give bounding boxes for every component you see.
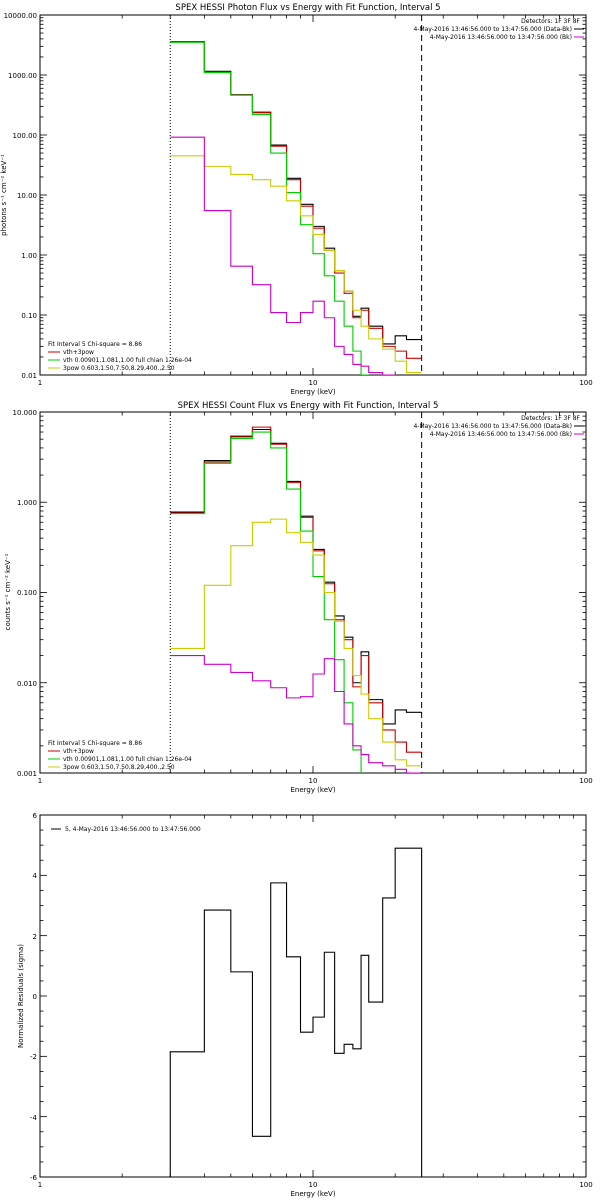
- photon-time-label-bk: 4-May-2016 13:46:56.000 to 13:47:56.000 …: [430, 34, 572, 41]
- photon-series-group: [170, 41, 422, 375]
- photon-y-tick-4: 100.00: [13, 132, 38, 140]
- photon-axis-ticks: [39, 15, 586, 376]
- residuals-y-tick-3: 0: [33, 993, 37, 1001]
- photon-series-2: [170, 41, 370, 375]
- count-plot-frame: [39, 411, 587, 774]
- photon-fit-label-0: Fit Interval 5 Chi-square = 8.86: [48, 341, 142, 348]
- count-detectors-label: Detectors: 1F 3F 8F: [521, 415, 580, 422]
- count-x-tick-0: 1: [38, 777, 42, 785]
- count-reference-lines: [169, 412, 423, 773]
- photon-detectors-label: Detectors: 1F 3F 8F: [521, 18, 580, 25]
- photon-y-tick-0: 0.01: [21, 372, 37, 380]
- residuals-plot-frame: [39, 814, 587, 1178]
- count-y-tick-2: 0.100: [17, 589, 37, 597]
- photon-y-tick-labels: 0.01 0.10 1.00 10.00 100.00 1000.00 1000…: [4, 12, 37, 380]
- photon-y-tick-5: 1000.00: [8, 72, 37, 80]
- count-x-tick-1: 10: [309, 777, 318, 785]
- photon-x-tick-1: 10: [309, 379, 318, 387]
- residuals-panel: -6 -4 -2 0 2 4 6 1 10 100 Energy (keV) N…: [17, 812, 593, 1198]
- photon-y-axis-label: photons s⁻¹ cm⁻² keV⁻¹: [0, 154, 8, 236]
- photon-y-tick-6: 10000.00: [4, 12, 37, 20]
- count-time-label-bk: 4-May-2016 13:46:56.000 to 13:47:56.000 …: [430, 431, 572, 438]
- count-fit-label-0: Fit Interval 5 Chi-square = 8.86: [48, 740, 142, 747]
- residuals-y-tick-4: 2: [33, 933, 37, 941]
- residuals-x-tick-0: 1: [38, 1181, 42, 1189]
- count-fit-label-2: vth 0.00901,1.081,1.00 full chian 1.26e-…: [63, 756, 192, 763]
- photon-time-label-data: 4-May-2016 13:46:56.000 to 13:47:56.000 …: [413, 26, 572, 33]
- residuals-axis-ticks: [39, 814, 586, 1178]
- photon-fit-label-1: vth+3pow: [63, 349, 94, 356]
- photon-x-tick-labels: 1 10 100: [38, 379, 593, 387]
- photon-series-4: [170, 136, 396, 375]
- count-flux-title: SPEX HESSI Count Flux vs Energy with Fit…: [178, 401, 439, 411]
- count-x-tick-labels: 1 10 100: [38, 777, 593, 785]
- photon-x-tick-0: 1: [38, 379, 42, 387]
- residuals-y-tick-6: 6: [33, 812, 38, 820]
- residuals-x-tick-labels: 1 10 100: [38, 1181, 593, 1189]
- photon-series-1: [170, 41, 422, 359]
- count-time-label-data: 4-May-2016 13:46:56.000 to 13:47:56.000 …: [413, 423, 572, 430]
- count-x-tick-2: 100: [579, 777, 592, 785]
- residuals-x-tick-2: 100: [579, 1181, 592, 1189]
- photon-legend-bottom-left: Fit Interval 5 Chi-square = 8.86 vth+3po…: [48, 341, 192, 372]
- photon-y-tick-3: 10.00: [17, 192, 37, 200]
- count-series-group: [170, 426, 422, 773]
- residuals-legend: 5, 4-May-2016 13:46:56.000 to 13:47:56.0…: [51, 826, 201, 833]
- count-legend-bottom-left: Fit Interval 5 Chi-square = 8.86 vth+3po…: [48, 740, 192, 771]
- photon-y-tick-1: 0.10: [21, 312, 37, 320]
- residuals-y-tick-2: -2: [30, 1053, 37, 1061]
- count-y-tick-3: 1.000: [17, 499, 37, 507]
- count-fit-label-3: 3pow 0.603,1.50,7.50,8.29,400.,2.50: [63, 764, 175, 771]
- residuals-y-tick-5: 4: [33, 872, 38, 880]
- count-series-4: [170, 655, 422, 773]
- photon-plot-frame: [39, 14, 587, 376]
- count-legend-top-right: Detectors: 1F 3F 8F 4-May-2016 13:46:56.…: [413, 415, 584, 438]
- photon-legend-top-right: Detectors: 1F 3F 8F 4-May-2016 13:46:56.…: [413, 18, 584, 41]
- residuals-series-0: [169, 847, 423, 1177]
- residuals-y-tick-0: -6: [30, 1174, 38, 1182]
- count-x-axis-label: Energy (keV): [290, 786, 335, 794]
- count-y-tick-1: 0.010: [17, 680, 37, 688]
- photon-x-tick-2: 100: [579, 379, 592, 387]
- count-fit-label-1: vth+3pow: [63, 748, 94, 755]
- photon-y-tick-2: 1.00: [21, 252, 37, 260]
- count-axis-ticks: [39, 412, 586, 774]
- residuals-series-group: [169, 847, 423, 1177]
- residuals-legend-label: 5, 4-May-2016 13:46:56.000 to 13:47:56.0…: [65, 826, 201, 833]
- count-series-2: [170, 431, 362, 773]
- count-y-tick-labels: 0.001 0.010 0.100 1.000 10.000: [13, 409, 38, 778]
- count-series-1: [170, 426, 422, 753]
- residuals-y-tick-1: -4: [30, 1114, 38, 1122]
- residuals-y-tick-labels: -6 -4 -2 0 2 4 6: [30, 812, 38, 1182]
- residuals-x-axis-label: Energy (keV): [290, 1190, 335, 1198]
- photon-flux-title: SPEX HESSI Photon Flux vs Energy with Fi…: [175, 3, 440, 13]
- count-y-axis-label: counts s⁻¹ cm⁻² keV⁻¹: [4, 553, 12, 630]
- count-flux-panel: SPEX HESSI Count Flux vs Energy with Fit…: [4, 401, 593, 794]
- count-series-3: [170, 518, 422, 767]
- residuals-y-axis-label: Normalized Residuals (sigma): [17, 944, 25, 1048]
- count-y-tick-4: 10.000: [13, 409, 38, 417]
- photon-x-axis-label: Energy (keV): [290, 388, 335, 396]
- count-series-0: [170, 428, 422, 725]
- photon-series-3: [170, 155, 422, 374]
- photon-fit-label-2: vth 0.00901,1.081,1.00 full chian 1.26e-…: [63, 357, 192, 364]
- count-y-tick-0: 0.001: [17, 770, 37, 778]
- photon-fit-label-3: 3pow 0.603,1.50,7.50,8.29,400.,2.50: [63, 365, 175, 372]
- residuals-x-tick-1: 10: [309, 1181, 318, 1189]
- photon-reference-lines: [169, 15, 423, 375]
- photon-flux-panel: SPEX HESSI Photon Flux vs Energy with Fi…: [0, 3, 593, 396]
